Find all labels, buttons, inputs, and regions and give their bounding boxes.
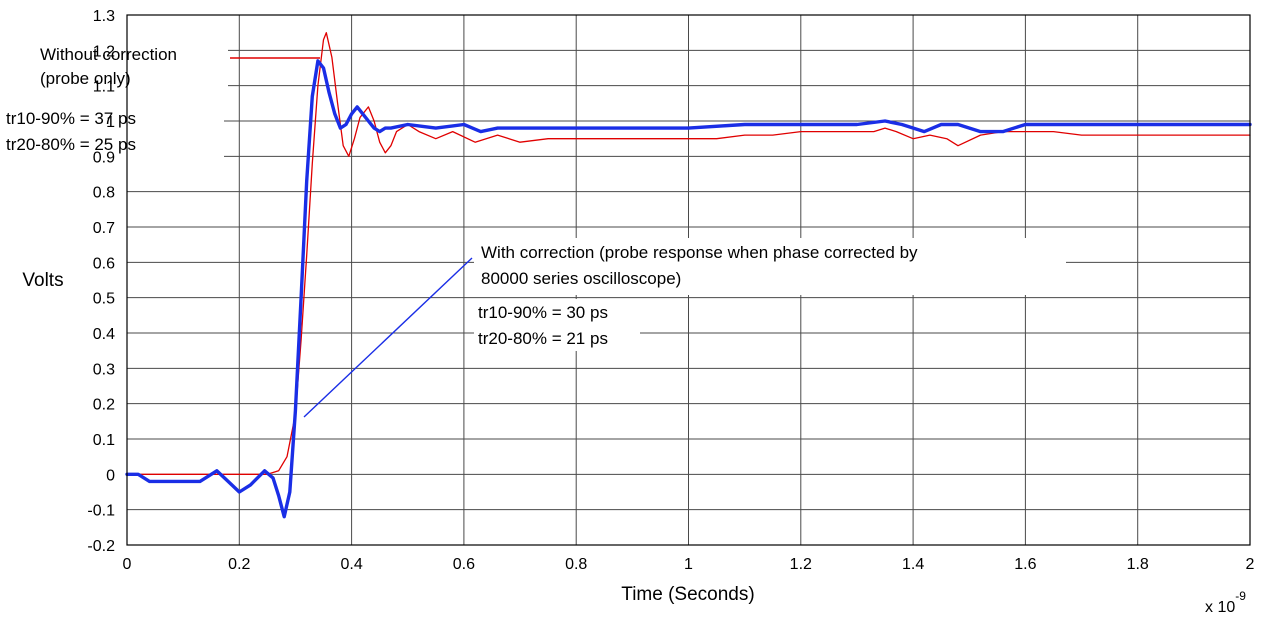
without-correction-tr1090: tr10-90% = 37 ps: [6, 109, 136, 128]
with-correction-tr2080: tr20-80% = 21 ps: [478, 329, 608, 348]
x-axis-title: Time (Seconds): [621, 584, 754, 605]
series-lines: [125, 32, 1252, 519]
x-axis-multiplier-base: x 10: [1205, 599, 1235, 616]
x-tick-label: 0.8: [565, 556, 587, 573]
x-tick-label: 0.2: [228, 556, 250, 573]
x-tick-label: 1.8: [1127, 556, 1149, 573]
x-tick-label: 2: [1246, 556, 1255, 573]
y-tick-label: 0.5: [93, 291, 115, 308]
without-correction-sublabel: (probe only): [40, 69, 131, 88]
with-correction-leader: [303, 257, 473, 418]
without-correction-tr2080: tr20-80% = 25 ps: [6, 135, 136, 154]
plot-frame: [126, 14, 1251, 546]
y-tick-label: 1.1: [93, 79, 115, 96]
x-tick-label: 1.4: [902, 556, 924, 573]
with-correction-sublabel: 80000 series oscilloscope): [481, 269, 681, 288]
y-tick-label: 0.9: [93, 149, 115, 166]
annotation-boxes: [2, 38, 1066, 351]
y-tick-label: -0.2: [87, 538, 115, 555]
x-tick-label: 1.2: [790, 556, 812, 573]
series-line-with-correction: [125, 59, 1252, 519]
y-tick-label: 0.8: [93, 185, 115, 202]
y-axis-title: Volts: [22, 270, 63, 291]
x-tick-label: 1: [684, 556, 693, 573]
y-tick-label: 0.3: [93, 361, 115, 378]
without-tr-box: [2, 106, 224, 158]
y-tick-label: 0.2: [93, 397, 115, 414]
x-tick-label: 0.6: [453, 556, 475, 573]
x-axis-multiplier: x 10-9: [1205, 589, 1246, 616]
y-tick-label: 1.2: [93, 43, 115, 60]
without-correction-label: Without correction: [40, 45, 177, 64]
y-tick-labels: -0.2 -0.1 0 0.1 0.2 0.3 0.4 0.5 0.6 0.7 0.8 0.9 1 1.1…: [87, 8, 115, 555]
y-tick-label: 0.7: [93, 220, 115, 237]
with-correction-label: With correction (probe response when pha…: [481, 243, 918, 262]
x-tick-label: 0.4: [340, 556, 362, 573]
series-line-without-correction: [126, 32, 1251, 475]
y-tick-label: 0: [106, 467, 115, 484]
with-correction-box: [474, 238, 1066, 295]
y-tick-label: 1.3: [93, 8, 115, 25]
y-tick-label: 1: [106, 114, 115, 131]
x-tick-labels: 0 0.2 0.4 0.6 0.8 1 1.2 1.4 1.6 1.8 2: [123, 556, 1255, 573]
x-axis-multiplier-exponent: -9: [1235, 589, 1246, 603]
y-tick-label: 0.6: [93, 255, 115, 272]
x-tick-label: 0: [123, 556, 132, 573]
y-tick-label: -0.1: [87, 503, 115, 520]
y-tick-label: 0.4: [93, 326, 115, 343]
with-tr-box: [474, 299, 640, 351]
y-tick-label: 0.1: [93, 432, 115, 449]
with-correction-tr1090: tr10-90% = 30 ps: [478, 303, 608, 322]
x-tick-label: 1.6: [1014, 556, 1036, 573]
without-correction-box: [32, 38, 228, 96]
